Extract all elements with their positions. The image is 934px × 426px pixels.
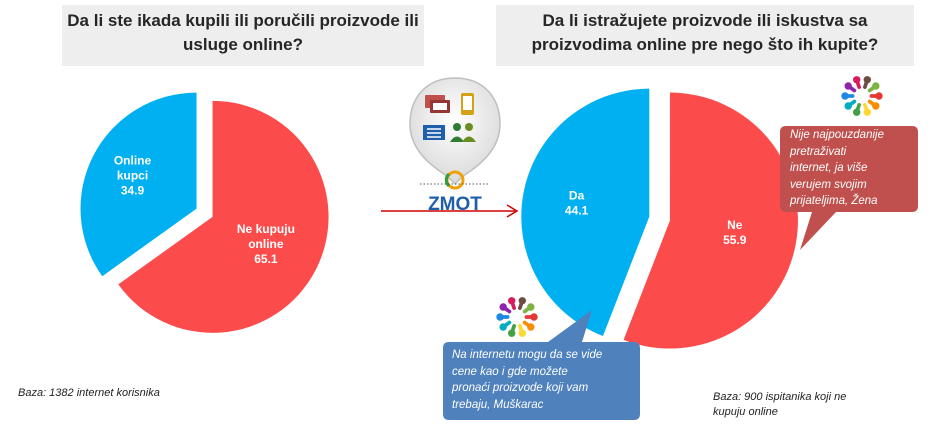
callout-bubble-red bbox=[780, 126, 918, 250]
title-line: proizvodima online pre nego što ih kupit… bbox=[531, 35, 879, 54]
pie-slice bbox=[623, 92, 798, 349]
callout-bubble-blue bbox=[443, 310, 640, 420]
callout-line: cene kao i gde možete bbox=[452, 365, 568, 378]
pie-value-label: 34.9 bbox=[121, 184, 145, 198]
people-circle-icon bbox=[496, 297, 538, 337]
pie-category-label: online bbox=[248, 237, 284, 251]
callout-quote-man: Na internetu mogu da se vide cene kao i … bbox=[452, 347, 630, 413]
callout-line: verujem svojim bbox=[790, 178, 867, 191]
zmot-logo-icon: ZMOT bbox=[409, 77, 501, 215]
title-line: Da li istražujete proizvode ili iskustva… bbox=[542, 11, 868, 30]
right-chart-title: Da li istražujete proizvode ili iskustva… bbox=[496, 5, 914, 66]
title-line: usluge online? bbox=[183, 35, 303, 54]
pie-value-label: 44.1 bbox=[565, 204, 589, 218]
pie-value-label: 65.1 bbox=[254, 252, 278, 266]
pie-slice bbox=[521, 88, 650, 336]
callout-line: pretraživati bbox=[790, 145, 847, 158]
pie-category-label: Online bbox=[114, 154, 152, 168]
zmot-logo-text: ZMOT bbox=[428, 194, 482, 215]
pie-value-label: 55.9 bbox=[723, 233, 747, 247]
pie-slice bbox=[118, 100, 329, 333]
callout-line: trebaju, Muškarac bbox=[452, 398, 544, 411]
note-line: Baza: 900 ispitanika koji ne bbox=[713, 391, 847, 403]
pie-category-label: Da bbox=[569, 189, 585, 203]
callout-line: Nije najpouzdanije bbox=[790, 129, 884, 141]
base-note-right: Baza: 900 ispitanika koji ne kupuju onli… bbox=[713, 390, 873, 420]
pie-slice bbox=[80, 92, 197, 277]
pie-category-label: Ne kupuju bbox=[237, 222, 295, 236]
callout-line: internet, ja više bbox=[790, 162, 868, 174]
base-note-left: Baza: 1382 internet korisnika bbox=[18, 387, 160, 399]
pie-category-label: Ne bbox=[727, 218, 743, 232]
pie-category-label: kupci bbox=[117, 169, 148, 183]
callout-quote-woman: Nije najpouzdanije pretraživati internet… bbox=[790, 127, 910, 210]
callout-line: pronaći proizvode koji vam bbox=[452, 382, 589, 394]
title-line: Da li ste ikada kupili ili poručili proi… bbox=[67, 11, 419, 30]
arrow-icon bbox=[381, 204, 519, 218]
people-circle-icon bbox=[841, 76, 883, 116]
callout-line: Na internetu mogu da se vide bbox=[452, 349, 603, 361]
left-chart-title: Da li ste ikada kupili ili poručili proi… bbox=[62, 5, 424, 66]
note-line: kupuju online bbox=[713, 406, 778, 418]
callout-line: prijateljima, Žena bbox=[790, 195, 878, 207]
